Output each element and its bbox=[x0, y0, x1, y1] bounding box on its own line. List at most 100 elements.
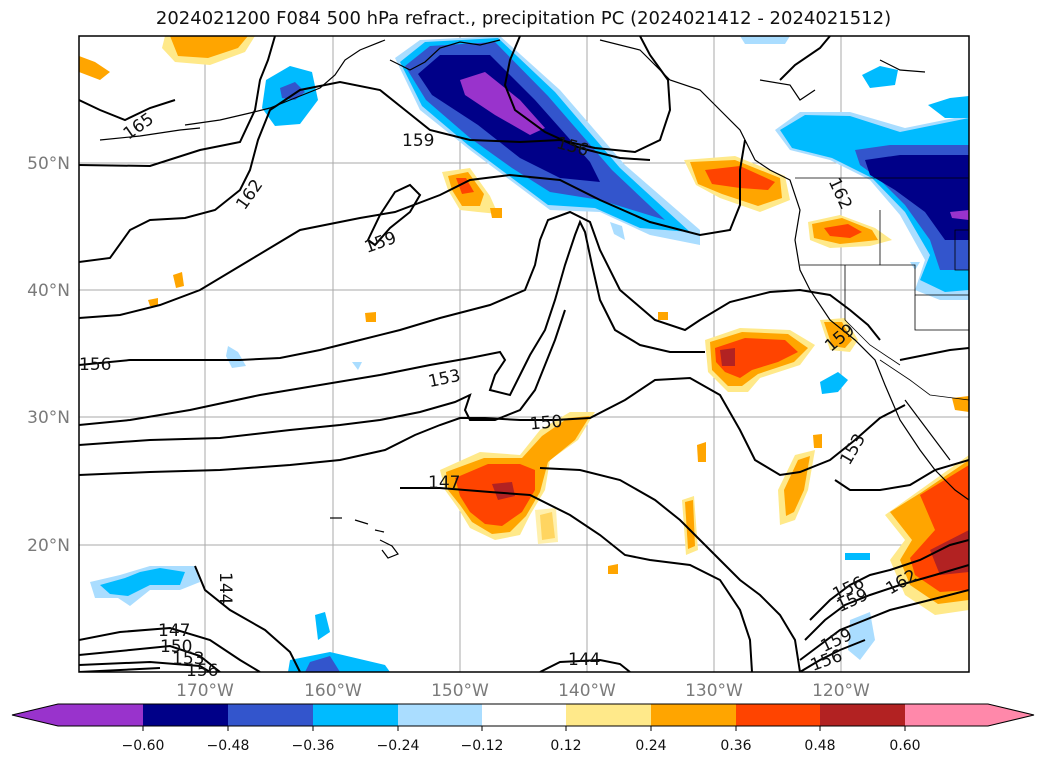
contour-label-150-b: 150 bbox=[160, 637, 192, 657]
colorbar-segment-9 bbox=[736, 704, 820, 726]
colorbar-segment-8 bbox=[651, 704, 736, 726]
colorbar-label-4: −0.24 bbox=[377, 738, 420, 754]
contour-label-153-c: 153 bbox=[172, 649, 204, 669]
map-title: 2024021200 F084 500 hPa refract., precip… bbox=[155, 8, 892, 29]
longitude-axis: 170°W 160°W 150°W 140°W 130°W 120°W bbox=[176, 681, 870, 701]
colorbar-right-extend bbox=[988, 704, 1034, 726]
top-cyan-strip bbox=[740, 36, 790, 44]
contour-156-west bbox=[79, 210, 881, 366]
contour-label-144-a: 144 bbox=[215, 572, 235, 604]
speck-6 bbox=[490, 208, 502, 218]
contour-144 bbox=[194, 565, 301, 672]
mex-darkred bbox=[930, 530, 969, 575]
colorbar-segment-5 bbox=[398, 704, 482, 726]
colorbar-label-5: −0.12 bbox=[461, 738, 504, 754]
map-frame bbox=[78, 35, 970, 673]
contour-label-147-b: 147 bbox=[158, 621, 190, 641]
political-boundaries bbox=[795, 177, 969, 401]
sub-darkred bbox=[492, 482, 515, 500]
small-blob-7 bbox=[305, 656, 340, 672]
contour-label-156-c: 156 bbox=[186, 661, 218, 681]
north-cyan-patch-2 bbox=[928, 96, 969, 118]
small-blob-5 bbox=[315, 612, 330, 640]
positive-anomaly-areas bbox=[79, 36, 969, 615]
lon-label-150w: 150°W bbox=[431, 681, 489, 701]
colorbar-outline bbox=[11, 703, 1035, 727]
contour-162-east bbox=[779, 36, 831, 81]
nw-canada-purple bbox=[950, 210, 969, 220]
lon-label-140w: 140°W bbox=[558, 681, 616, 701]
colorbar-left-extend bbox=[12, 704, 58, 726]
north-cyan-patch bbox=[862, 66, 898, 88]
contour-147-b bbox=[539, 467, 801, 672]
colorbar-label-3: −0.36 bbox=[292, 738, 335, 754]
speck-3 bbox=[365, 312, 376, 322]
colorbar-segment-7 bbox=[566, 704, 651, 726]
speck-7 bbox=[697, 442, 706, 462]
lon-label-120w: 120°W bbox=[812, 681, 870, 701]
contour-150 bbox=[79, 376, 906, 477]
nw-canada-navy bbox=[865, 155, 969, 240]
blob-150w-red bbox=[456, 178, 474, 194]
contour-162-west bbox=[79, 36, 276, 168]
contour-153-inner bbox=[79, 309, 566, 446]
contour-label-150-a: 150 bbox=[529, 412, 563, 435]
colorbar-label-1: −0.60 bbox=[122, 738, 165, 754]
lon-label-170w: 170°W bbox=[176, 681, 234, 701]
small-blob-2 bbox=[820, 372, 848, 394]
height-contours bbox=[79, 36, 969, 672]
colorbar-label-8: 0.36 bbox=[720, 738, 751, 754]
oregon-red bbox=[824, 224, 862, 238]
lat-label-50n: 50°N bbox=[27, 154, 70, 174]
contour-east-2 bbox=[809, 539, 969, 621]
top-left-orange bbox=[170, 36, 248, 58]
lon-label-160w: 160°W bbox=[304, 681, 362, 701]
small-blob-12 bbox=[352, 362, 362, 370]
colorbar-segment-6 bbox=[482, 704, 566, 726]
mex-small-orange bbox=[952, 396, 969, 412]
lat-label-30n: 30°N bbox=[27, 408, 70, 428]
contour-153-sw bbox=[79, 660, 211, 672]
speck-8 bbox=[813, 434, 822, 448]
small-blob-9 bbox=[845, 553, 870, 560]
small-blob-1 bbox=[226, 346, 246, 368]
colorbar-label-7: 0.24 bbox=[635, 738, 666, 754]
sub-small-yellow bbox=[535, 508, 558, 544]
contour-label-144-b: 144 bbox=[568, 650, 600, 670]
colorbar-label-2: −0.48 bbox=[207, 738, 250, 754]
speck-2 bbox=[148, 298, 158, 306]
contour-162-mid bbox=[79, 36, 672, 263]
cal-red bbox=[715, 338, 798, 378]
small-blob-11 bbox=[610, 222, 625, 240]
contour-label-159-a: 159 bbox=[402, 131, 434, 151]
contour-159-west bbox=[79, 139, 746, 319]
socal-orange bbox=[824, 322, 852, 348]
contour-153-west bbox=[79, 219, 705, 426]
contour-150-sw bbox=[79, 644, 221, 672]
contour-east-6 bbox=[899, 347, 969, 361]
latitude-axis: 50°N 40°N 30°N 20°N bbox=[27, 154, 70, 556]
colorbar-ticks bbox=[142, 726, 906, 731]
colorbar-segment-3 bbox=[228, 704, 313, 726]
contour-east-1 bbox=[834, 459, 969, 491]
sub-red bbox=[455, 464, 535, 526]
colorbar-label-6: 0.12 bbox=[550, 738, 581, 754]
contour-east-5 bbox=[799, 639, 866, 672]
speck-4 bbox=[658, 312, 668, 320]
contour-east-4 bbox=[799, 589, 969, 661]
contour-label-156-b: 156 bbox=[79, 355, 111, 375]
far-left-orange bbox=[79, 56, 110, 80]
contour-156-gulf bbox=[503, 36, 651, 161]
colorbar-segment-11 bbox=[905, 704, 988, 726]
colorbar-label-10: 0.60 bbox=[889, 738, 920, 754]
colorbar-segment-1 bbox=[58, 704, 143, 726]
colorbar-segment-4 bbox=[313, 704, 398, 726]
contour-147-sw bbox=[79, 626, 261, 672]
contour-159-closed bbox=[366, 183, 422, 247]
coastlines bbox=[99, 39, 969, 559]
contour-label-147-a: 147 bbox=[428, 473, 460, 493]
lon-label-130w: 130°W bbox=[685, 681, 743, 701]
speck-5 bbox=[608, 564, 618, 574]
aleutian-blob-blue bbox=[280, 82, 305, 100]
colorbar-segment-10 bbox=[820, 704, 905, 726]
